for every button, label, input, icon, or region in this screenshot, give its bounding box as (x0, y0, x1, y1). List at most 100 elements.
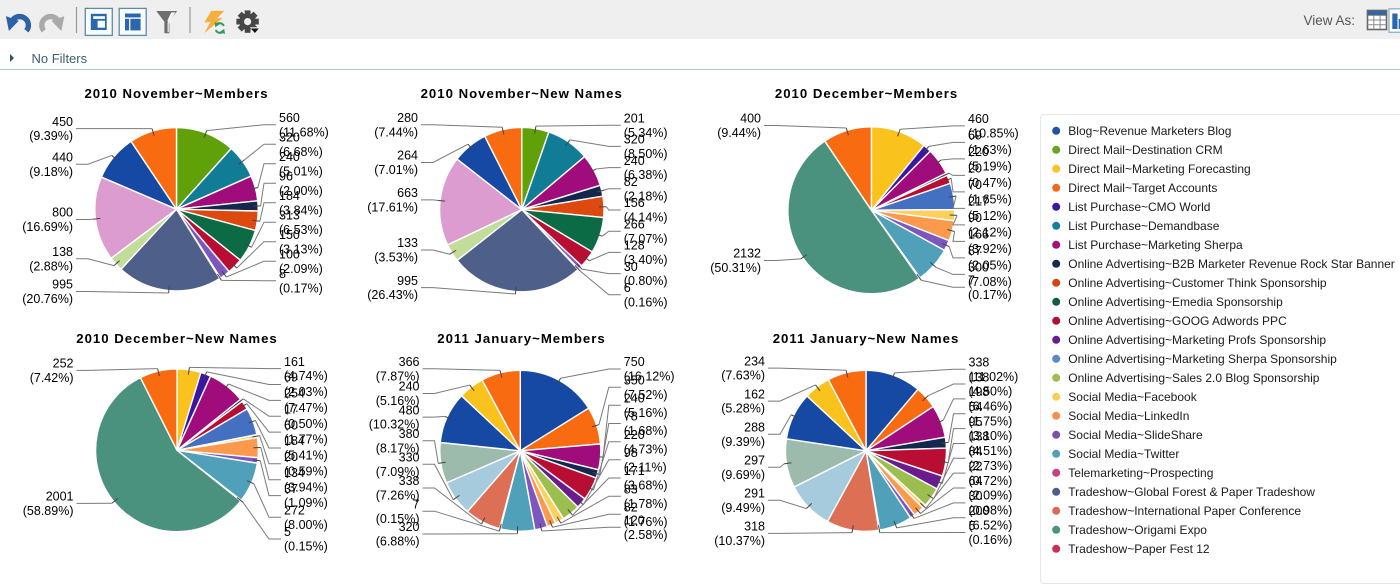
svg-text:(7.26%): (7.26%) (376, 489, 420, 503)
svg-text:(2.03%): (2.03%) (284, 385, 328, 399)
svg-text:Online Advertising~Marketing P: Online Advertising~Marketing Profs Spons… (1068, 333, 1326, 347)
svg-text:330: 330 (399, 451, 420, 465)
svg-text:Social Media~SlideShare: Social Media~SlideShare (1068, 428, 1203, 442)
svg-text:138: 138 (52, 245, 73, 259)
svg-text:(16.12%): (16.12%) (624, 370, 675, 384)
svg-text:184: 184 (284, 434, 305, 448)
svg-text:5: 5 (284, 525, 291, 539)
svg-text:162: 162 (744, 387, 765, 401)
svg-text:(8.50%): (8.50%) (624, 147, 668, 161)
svg-text:78: 78 (624, 410, 638, 424)
svg-text:(1.65%): (1.65%) (968, 193, 1012, 207)
svg-text:(0.47%): (0.47%) (968, 176, 1012, 190)
svg-text:(7.01%): (7.01%) (374, 163, 418, 177)
svg-text:(0.17%): (0.17%) (968, 288, 1012, 302)
svg-text:Online Advertising~Marketing S: Online Advertising~Marketing Sherpa Spon… (1068, 352, 1337, 366)
svg-text:(6.68%): (6.68%) (279, 145, 323, 159)
svg-text:6: 6 (624, 281, 631, 295)
svg-text:800: 800 (52, 206, 73, 220)
svg-text:(6.38%): (6.38%) (624, 168, 668, 182)
svg-text:(5.41%): (5.41%) (284, 449, 328, 463)
svg-text:(9.18%): (9.18%) (29, 165, 73, 179)
svg-text:70: 70 (968, 178, 982, 192)
svg-text:184: 184 (279, 189, 300, 203)
svg-text:20: 20 (968, 162, 982, 176)
svg-text:(5.34%): (5.34%) (624, 126, 668, 140)
svg-text:(0.80%): (0.80%) (624, 274, 668, 288)
svg-text:(4.50%): (4.50%) (969, 385, 1013, 399)
svg-text:320: 320 (399, 520, 420, 534)
svg-text:95: 95 (969, 415, 983, 429)
svg-text:Online Advertising~GOOG Adword: Online Advertising~GOOG Adwords PPC (1068, 314, 1287, 328)
svg-text:2010 November~New Names: 2010 November~New Names (421, 86, 623, 101)
svg-text:156: 156 (624, 196, 645, 210)
svg-text:120: 120 (624, 513, 645, 527)
svg-text:(2.00%): (2.00%) (279, 184, 323, 198)
svg-text:338: 338 (969, 355, 990, 369)
svg-text:(0.15%): (0.15%) (376, 512, 420, 526)
svg-text:(1.63%): (1.63%) (968, 143, 1012, 157)
svg-text:2010 December~New Names: 2010 December~New Names (76, 331, 278, 346)
svg-text:69: 69 (284, 371, 298, 385)
svg-text:313: 313 (279, 208, 300, 222)
svg-text:7: 7 (413, 497, 420, 511)
svg-text:300: 300 (968, 261, 989, 275)
svg-text:37: 37 (284, 482, 298, 496)
svg-text:5: 5 (969, 519, 976, 533)
svg-text:2001: 2001 (46, 490, 74, 504)
svg-text:(3.13%): (3.13%) (279, 242, 323, 256)
svg-text:(7.52%): (7.52%) (624, 388, 668, 402)
svg-text:(6.88%): (6.88%) (376, 535, 420, 549)
svg-text:30: 30 (624, 260, 638, 274)
svg-text:2010 December~Members: 2010 December~Members (775, 86, 958, 101)
svg-text:(5.16%): (5.16%) (624, 406, 668, 420)
svg-text:(5.01%): (5.01%) (279, 164, 323, 178)
svg-text:150: 150 (279, 228, 300, 242)
svg-text:198: 198 (969, 385, 990, 399)
svg-text:(4.51%): (4.51%) (969, 444, 1013, 458)
svg-text:17: 17 (284, 402, 298, 416)
svg-text:(11.02%): (11.02%) (969, 370, 1019, 384)
svg-text:2011 January~New Names: 2011 January~New Names (773, 331, 960, 346)
svg-text:(7.42%): (7.42%) (30, 371, 74, 385)
svg-text:2010 November~Members: 2010 November~Members (84, 86, 268, 101)
svg-text:254: 254 (284, 387, 305, 401)
svg-text:(2.18%): (2.18%) (624, 189, 668, 203)
svg-text:134: 134 (284, 466, 305, 480)
svg-text:663: 663 (397, 186, 418, 200)
svg-text:(0.16%): (0.16%) (624, 295, 668, 309)
svg-text:(3.84%): (3.84%) (279, 203, 323, 217)
svg-text:54: 54 (969, 400, 983, 414)
svg-text:(8.17%): (8.17%) (376, 441, 420, 455)
svg-text:60: 60 (284, 418, 298, 432)
svg-text:83: 83 (624, 482, 638, 496)
svg-text:30: 30 (969, 489, 983, 503)
svg-text:List Purchase~CMO World: List Purchase~CMO World (1068, 200, 1210, 214)
svg-text:(6.53%): (6.53%) (279, 223, 323, 237)
svg-text:(10.85%): (10.85%) (968, 127, 1019, 141)
svg-text:Social Media~Facebook: Social Media~Facebook (1068, 390, 1197, 404)
svg-text:264: 264 (397, 149, 418, 163)
svg-text:(1.75%): (1.75%) (969, 414, 1013, 428)
svg-text:(10.32%): (10.32%) (369, 418, 420, 432)
svg-text:220: 220 (624, 428, 645, 442)
svg-text:(5.12%): (5.12%) (968, 209, 1012, 223)
svg-text:(7.47%): (7.47%) (284, 401, 328, 415)
svg-text:64: 64 (969, 474, 983, 488)
svg-text:240: 240 (624, 154, 645, 168)
svg-text:(4.74%): (4.74%) (284, 369, 328, 383)
svg-text:(0.59%): (0.59%) (284, 464, 328, 478)
svg-text:(5.16%): (5.16%) (376, 394, 420, 408)
svg-text:171: 171 (624, 464, 645, 478)
svg-text:82: 82 (624, 501, 638, 515)
svg-text:(8.00%): (8.00%) (284, 518, 328, 532)
svg-text:(9.69%): (9.69%) (721, 468, 765, 482)
svg-text:440: 440 (52, 150, 73, 164)
svg-text:133: 133 (397, 236, 418, 250)
svg-text:995: 995 (397, 274, 418, 288)
svg-text:Online Advertising~B2B Markete: Online Advertising~B2B Marketer Revenue … (1068, 257, 1395, 271)
svg-text:(1.76%): (1.76%) (624, 515, 668, 529)
svg-text:96: 96 (279, 169, 293, 183)
svg-text:(4.14%): (4.14%) (624, 211, 668, 225)
svg-text:(2.11%): (2.11%) (624, 460, 667, 474)
